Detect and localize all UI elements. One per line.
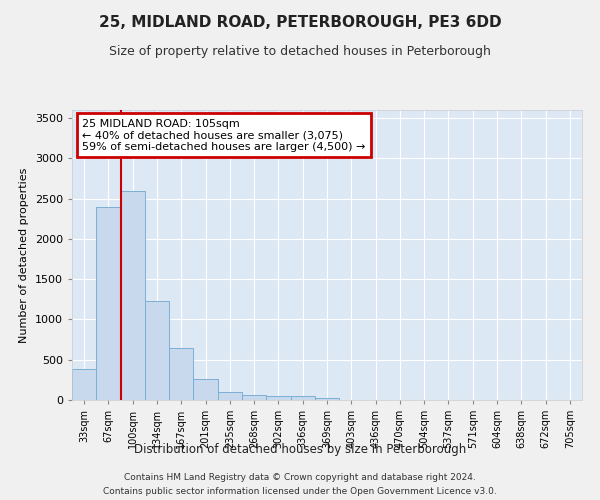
Text: Contains public sector information licensed under the Open Government Licence v3: Contains public sector information licen…	[103, 488, 497, 496]
Bar	[315, 398, 339, 400]
Bar	[145, 301, 169, 400]
Bar	[96, 206, 121, 400]
Text: Size of property relative to detached houses in Peterborough: Size of property relative to detached ho…	[109, 45, 491, 58]
Text: 25 MIDLAND ROAD: 105sqm
← 40% of detached houses are smaller (3,075)
59% of semi: 25 MIDLAND ROAD: 105sqm ← 40% of detache…	[82, 118, 365, 152]
Bar	[266, 396, 290, 400]
Bar	[72, 368, 96, 400]
Bar	[193, 380, 218, 400]
Bar	[242, 395, 266, 400]
Bar	[169, 348, 193, 400]
Text: Distribution of detached houses by size in Peterborough: Distribution of detached houses by size …	[134, 442, 466, 456]
Bar	[121, 190, 145, 400]
Text: 25, MIDLAND ROAD, PETERBOROUGH, PE3 6DD: 25, MIDLAND ROAD, PETERBOROUGH, PE3 6DD	[98, 15, 502, 30]
Bar	[218, 392, 242, 400]
Text: Contains HM Land Registry data © Crown copyright and database right 2024.: Contains HM Land Registry data © Crown c…	[124, 472, 476, 482]
Bar	[290, 396, 315, 400]
Y-axis label: Number of detached properties: Number of detached properties	[19, 168, 29, 342]
